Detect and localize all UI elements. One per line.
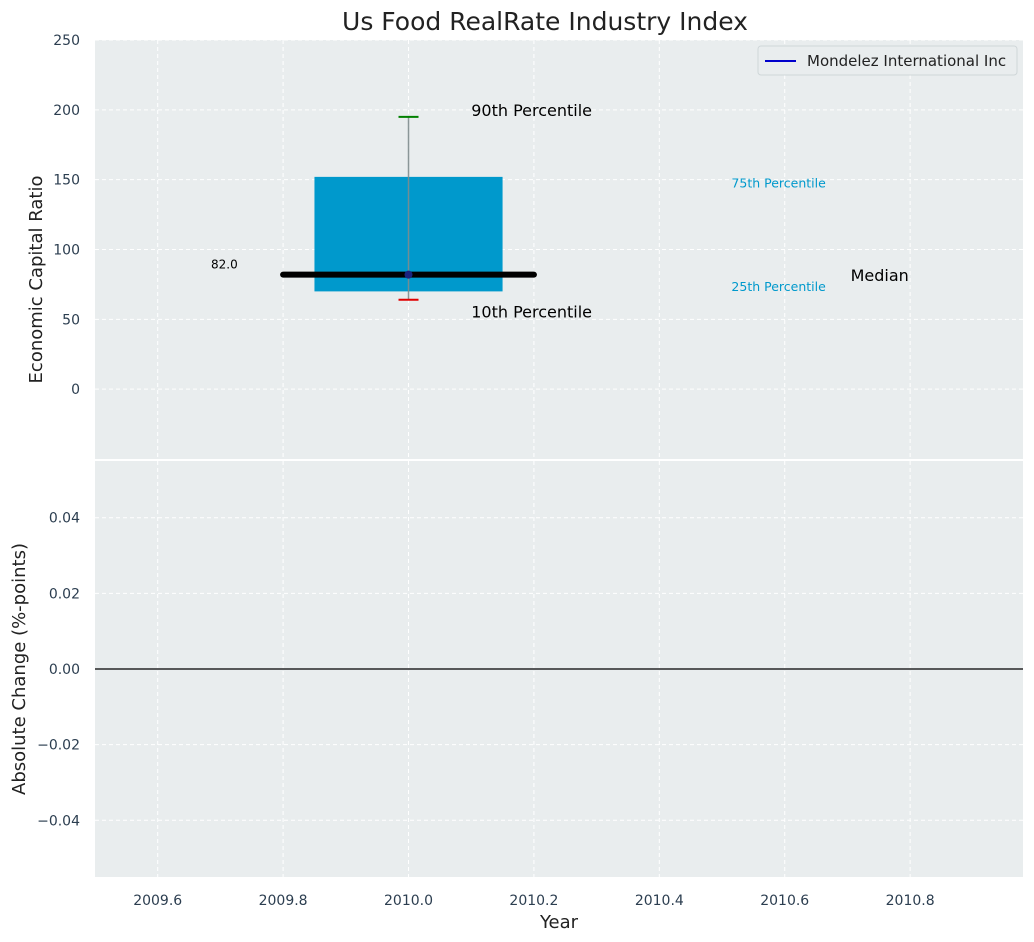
- y-tick-label-bottom: −0.02: [37, 738, 80, 754]
- y-tick-label-bottom: −0.04: [37, 813, 80, 829]
- annotations: 90th Percentile 10th Percentile 75th Perce…: [211, 101, 909, 321]
- box-plot: [280, 115, 537, 301]
- y-tick-label-bottom: 0.02: [49, 586, 80, 602]
- bottom-y-ticks: −0.04 −0.02 0.00 0.02 0.04: [37, 511, 80, 830]
- y-axis-label-top: Economic Capital Ratio: [26, 176, 47, 384]
- legend: Mondelez International Inc: [757, 45, 1018, 76]
- company-point: [404, 270, 413, 279]
- annotation-label: 75th Percentile: [731, 175, 826, 190]
- x-tick-label: 2010.0: [384, 893, 433, 909]
- y-tick-label-top: 150: [53, 173, 80, 189]
- x-tick-label: 2009.6: [133, 893, 182, 909]
- x-axis-label: Year: [539, 912, 579, 933]
- x-tick-label: 2009.8: [259, 893, 308, 909]
- y-tick-label-top: 0: [71, 382, 80, 398]
- annotation-label: Median: [851, 266, 909, 285]
- x-tick-label: 2010.4: [635, 893, 684, 909]
- annotation-label: 25th Percentile: [731, 279, 826, 294]
- top-panel: 0 50 100 150 200 250 90th Percentile 10th Perc…: [26, 33, 1023, 459]
- legend-label: Mondelez International Inc: [807, 52, 1006, 70]
- y-tick-label-bottom: 0.00: [49, 662, 80, 678]
- x-tick-label: 2010.8: [886, 893, 935, 909]
- top-grid: [95, 39, 1023, 459]
- annotation-label: 90th Percentile: [471, 101, 592, 120]
- x-tick-label: 2010.2: [509, 893, 558, 909]
- y-tick-label-top: 200: [53, 103, 80, 119]
- x-ticks: 2009.6 2009.8 2010.0 2010.2 2010.4 2010.6 2010…: [133, 893, 934, 909]
- bottom-panel: −0.04 −0.02 0.00 0.02 0.04 Absolute Change (…: [9, 461, 1023, 877]
- annotation-label: 82.0: [211, 257, 238, 271]
- y-axis-label-bottom: Absolute Change (%-points): [9, 543, 30, 795]
- x-tick-label: 2010.6: [760, 893, 809, 909]
- y-tick-label-top: 250: [53, 33, 80, 49]
- y-tick-label-bottom: 0.04: [49, 511, 80, 527]
- chart-title: Us Food RealRate Industry Index: [342, 7, 748, 36]
- y-tick-label-top: 100: [53, 243, 80, 259]
- annotation-label: 10th Percentile: [471, 302, 592, 321]
- top-y-ticks: 0 50 100 150 200 250: [53, 33, 80, 398]
- y-tick-label-top: 50: [62, 312, 80, 328]
- legend-box: [757, 45, 1018, 76]
